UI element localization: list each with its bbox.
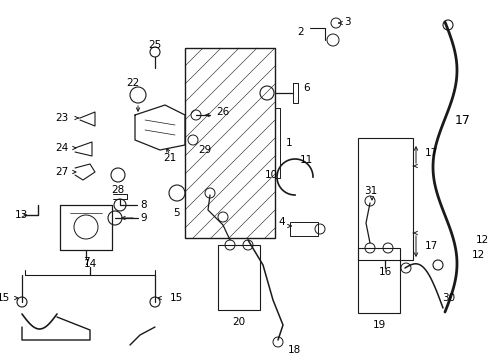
Bar	[184, 48, 274, 238]
Text: 2: 2	[297, 27, 304, 37]
Text: 15: 15	[0, 293, 10, 303]
Text: 7: 7	[82, 257, 89, 267]
Text: 10: 10	[264, 170, 278, 180]
Text: 13: 13	[15, 210, 28, 220]
Text: 20: 20	[232, 317, 245, 327]
Text: 15: 15	[170, 293, 183, 303]
Text: 6: 6	[303, 83, 309, 93]
Text: 22: 22	[126, 78, 140, 88]
Text: 17: 17	[454, 113, 470, 126]
Bar	[289, 222, 317, 236]
Text: 11: 11	[299, 155, 313, 165]
Text: 29: 29	[198, 145, 211, 155]
Bar	[357, 248, 399, 313]
Text: 12: 12	[475, 235, 488, 245]
Text: 18: 18	[287, 345, 301, 355]
Text: 24: 24	[55, 143, 68, 153]
Text: 1: 1	[285, 138, 292, 148]
Text: 30: 30	[441, 293, 454, 303]
Text: 23: 23	[55, 113, 68, 123]
Text: 4: 4	[278, 217, 285, 227]
Bar	[357, 138, 412, 260]
Text: 27: 27	[55, 167, 68, 177]
Text: 17: 17	[424, 241, 437, 251]
Text: 17: 17	[424, 148, 437, 158]
Text: 8: 8	[140, 200, 146, 210]
Text: 31: 31	[363, 186, 376, 196]
Text: 5: 5	[173, 208, 180, 218]
Text: 28: 28	[111, 185, 124, 195]
Text: 12: 12	[471, 250, 484, 260]
Text: 26: 26	[216, 107, 229, 117]
Text: 9: 9	[140, 213, 146, 223]
Text: 21: 21	[163, 153, 176, 163]
Text: 3: 3	[343, 17, 350, 27]
Bar	[218, 245, 260, 310]
Text: 16: 16	[378, 267, 391, 277]
Text: 14: 14	[83, 259, 97, 269]
Text: 19: 19	[372, 320, 385, 330]
Text: 25: 25	[148, 40, 162, 50]
